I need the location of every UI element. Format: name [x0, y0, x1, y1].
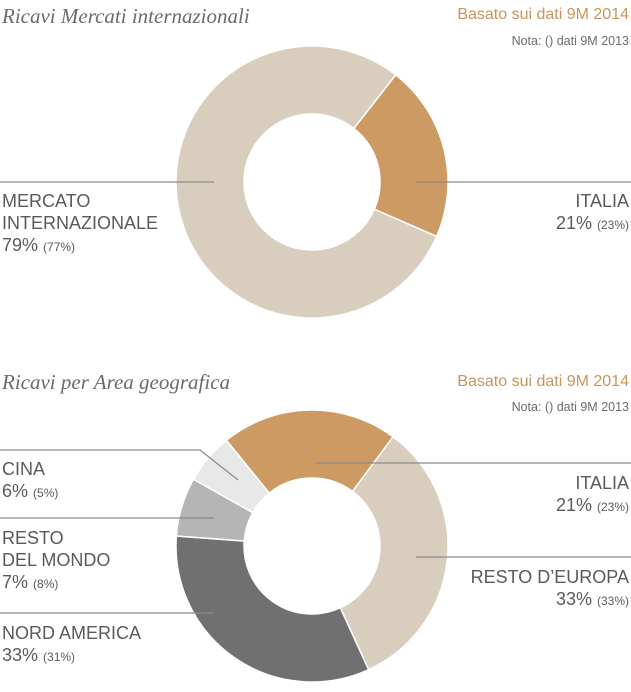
chart1-label-italia: ITALIA 21% (23%)	[556, 190, 629, 236]
chart1-basis: Basato sui dati 9M 2014	[457, 6, 629, 23]
chart2-slice-cina	[192, 439, 271, 514]
chart2-value: 33%	[2, 645, 39, 665]
chart1-slice-italia	[352, 73, 449, 238]
chart1-value: 21%	[555, 213, 592, 233]
chart2-prev-value: (23%)	[596, 500, 629, 514]
chart2-prev-value: (31%)	[43, 650, 76, 664]
chart2-label-cina: CINA 6% (5%)	[2, 458, 58, 504]
chart2-prev-value: (8%)	[33, 577, 59, 591]
chart2-basis: Basato sui dati 9M 2014	[457, 373, 629, 390]
chart2-title: Ricavi per Area geografica	[2, 370, 231, 394]
chart2-prev-value: (33%)	[596, 594, 629, 608]
chart1-note: Nota: () dati 9M 2013	[511, 34, 629, 48]
chart2-value: 21%	[555, 495, 592, 515]
chart2-slice-resto-d-europa	[339, 435, 449, 671]
chart2-value: 33%	[555, 589, 592, 609]
chart1-value: 79%	[2, 235, 39, 255]
chart1-donut	[0, 45, 631, 319]
chart1-slice-mercato-internazionale	[175, 45, 438, 319]
chart2-slice-nord-america	[175, 535, 370, 683]
chart2-label-line: NORD AMERICA	[2, 623, 142, 643]
chart2-label-resto-europa: RESTO D’EUROPA 33% (33%)	[471, 566, 629, 612]
chart2-note: Nota: () dati 9M 2013	[511, 400, 629, 414]
chart2-label-line: ITALIA	[575, 473, 629, 493]
chart1-label-line: MERCATO	[2, 191, 91, 211]
chart2-label-line: CINA	[2, 459, 46, 479]
chart1-label-line: INTERNAZIONALE	[2, 213, 159, 233]
chart2-label-line: RESTO D’EUROPA	[470, 567, 629, 587]
chart1-label-mercato-internazionale: MERCATO INTERNAZIONALE 79% (77%)	[2, 190, 158, 258]
chart2-label-italia: ITALIA 21% (23%)	[556, 472, 629, 518]
chart1-prev-value: (77%)	[43, 240, 76, 254]
chart2-value: 6%	[2, 481, 29, 501]
chart2-label-resto-mondo: RESTO DEL MONDO 7% (8%)	[2, 527, 110, 595]
chart2-leader-cina	[0, 449, 239, 481]
chart2-slice-italia	[225, 409, 395, 495]
chart1-prev-value: (23%)	[596, 218, 629, 232]
chart1-title: Ricavi Mercati internazionali	[2, 4, 250, 28]
chart1-label-line: ITALIA	[575, 191, 629, 211]
chart2-prev-value: (5%)	[33, 486, 59, 500]
chart2-label-nord-america: NORD AMERICA 33% (31%)	[2, 622, 141, 668]
chart2-label-line: RESTO	[2, 528, 64, 548]
chart2-label-line: DEL MONDO	[2, 550, 111, 570]
chart2-value: 7%	[2, 572, 29, 592]
